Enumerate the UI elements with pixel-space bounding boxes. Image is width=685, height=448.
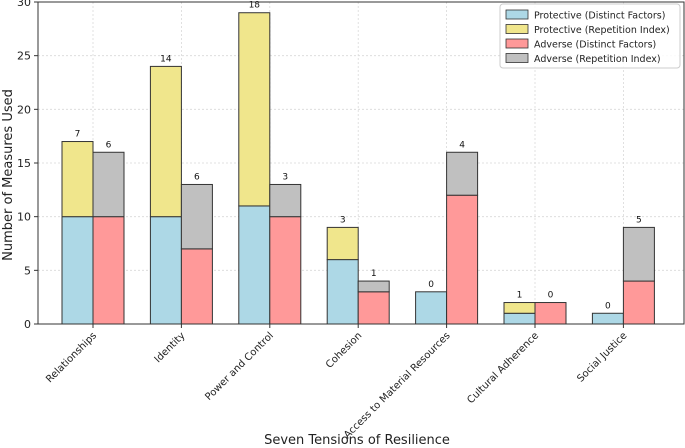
adverse-repetition-bar: [446, 151, 479, 196]
bars: [61, 12, 655, 325]
protective-distinct-bar: [149, 216, 182, 325]
adverse-distinct-bar: [269, 216, 302, 325]
adverse-distinct-bar: [357, 291, 390, 325]
legend-swatch: [505, 53, 529, 63]
legend-label: Protective (Distinct Factors): [534, 11, 665, 22]
x-tick-label: Relationships: [44, 330, 99, 385]
adverse-distinct-bar: [446, 194, 479, 325]
plot-frame: [37, 1, 685, 325]
data-label: 3: [340, 215, 346, 225]
data-label: 0: [605, 301, 611, 311]
protective-distinct-bar: [326, 259, 359, 325]
x-tick-label: Power and Control: [203, 330, 276, 403]
protective-distinct-bar: [415, 291, 448, 325]
legend-swatch: [505, 24, 529, 34]
x-tick-label: Access to Material Resources: [342, 330, 453, 441]
y-tick-label: 30: [17, 0, 31, 9]
y-tick-label: 10: [17, 211, 31, 224]
data-label: 4: [459, 140, 465, 150]
data-label: 1: [371, 269, 377, 279]
data-label: 0: [428, 280, 434, 290]
protective-distinct-bar: [591, 312, 624, 325]
protective-repetition-bar: [61, 141, 94, 218]
data-label: 5: [636, 215, 642, 225]
legend-label: Adverse (Distinct Factors): [534, 40, 656, 51]
adverse-repetition-bar: [622, 226, 655, 282]
protective-distinct-bar: [238, 205, 271, 325]
y-tick-label: 5: [24, 264, 31, 277]
adverse-repetition-bar: [269, 183, 302, 218]
x-tick-label: Cultural Adherence: [465, 330, 541, 406]
data-label: 0: [548, 291, 554, 301]
data-label: 14: [160, 54, 172, 64]
y-tick-label: 25: [17, 50, 31, 63]
legend-box: [499, 3, 681, 69]
adverse-repetition-bar: [357, 280, 390, 293]
protective-distinct-bar: [61, 216, 94, 325]
protective-repetition-bar: [326, 226, 359, 261]
legend-swatch: [505, 9, 529, 20]
legend-label: Adverse (Repetition Index): [534, 54, 661, 65]
y-tick-label: 15: [17, 157, 31, 170]
adverse-repetition-bar: [180, 183, 213, 250]
legend-label: Protective (Repetition Index): [534, 25, 670, 36]
protective-repetition-bar: [503, 302, 536, 314]
adverse-distinct-bar: [622, 280, 655, 325]
legend-swatch: [505, 38, 529, 49]
data-label: 7: [75, 130, 81, 140]
data-label: 3: [282, 172, 288, 182]
y-tick-label: 0: [24, 318, 31, 331]
data-label: 18: [249, 1, 261, 11]
data-label: 6: [106, 140, 112, 150]
adverse-repetition-bar: [92, 151, 125, 218]
adverse-distinct-bar: [534, 302, 567, 325]
protective-distinct-bar: [503, 312, 536, 325]
data-label: 1: [517, 291, 523, 301]
y-axis-title: Number of Measures Used: [1, 89, 16, 261]
legend: Protective (Distinct Factors) Protective …: [499, 3, 681, 69]
x-tick-label: Social Justice: [575, 330, 629, 384]
x-tick-label: Identity: [153, 330, 188, 365]
protective-repetition-bar: [238, 12, 271, 207]
adverse-distinct-bar: [92, 216, 125, 325]
adverse-distinct-bar: [180, 248, 213, 325]
data-label: 6: [194, 172, 200, 182]
y-tick-label: 20: [17, 103, 31, 116]
protective-repetition-bar: [149, 65, 182, 218]
x-tick-label: Cohesion: [324, 330, 364, 370]
x-axis-title: Seven Tensions of Resilience: [264, 433, 450, 448]
